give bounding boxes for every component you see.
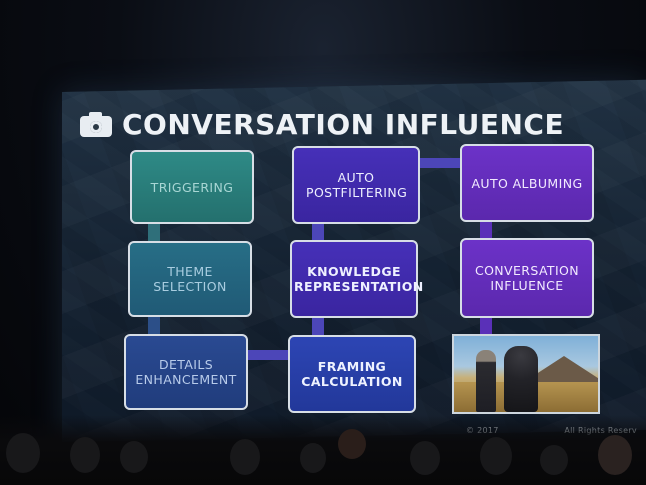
box-conversation-influence: CONVERSATION INFLUENCE [460,238,594,318]
connector-triggering-theme [148,222,160,244]
box-framing-calculation: FRAMING CALCULATION [288,335,416,413]
game-screenshot-image [452,334,600,414]
camera-icon [80,111,112,137]
box-details-enhancement-label: DETAILS ENHANCEMENT [135,357,237,387]
connector-theme-details [148,315,160,337]
box-auto-albuming-label: AUTO ALBUMING [471,175,583,191]
box-auto-albuming: AUTO ALBUMING [460,144,594,222]
connector-knowledge-postfiltering [312,222,324,242]
box-triggering: TRIGGERING [130,150,254,224]
box-details-enhancement: DETAILS ENHANCEMENT [124,334,248,410]
connector-framing-knowledge [312,315,324,337]
box-theme-selection-label: THEME SELECTION [153,264,227,294]
box-auto-postfiltering-label: AUTO POSTFILTERING [306,170,408,200]
box-auto-postfiltering: AUTO POSTFILTERING [292,146,420,224]
box-theme-selection: THEME SELECTION [128,241,252,317]
box-triggering-label: TRIGGERING [150,179,234,195]
box-knowledge-representation: KNOWLEDGE REPRESENTATION [290,240,424,318]
connector-albuming-conversation [480,220,492,242]
connector-postfiltering-albuming [418,158,462,168]
slide-title: CONVERSATION INFLUENCE [122,107,565,141]
audience-silhouettes [0,415,646,485]
slide-title-row: CONVERSATION INFLUENCE [80,104,564,144]
box-knowledge-representation-label: KNOWLEDGE REPRESENTATION [294,264,424,294]
connector-conversation-image [480,316,492,336]
box-conversation-influence-label: CONVERSATION INFLUENCE [474,263,580,293]
connector-details-framing [246,350,292,360]
box-framing-calculation-label: FRAMING CALCULATION [301,359,403,389]
